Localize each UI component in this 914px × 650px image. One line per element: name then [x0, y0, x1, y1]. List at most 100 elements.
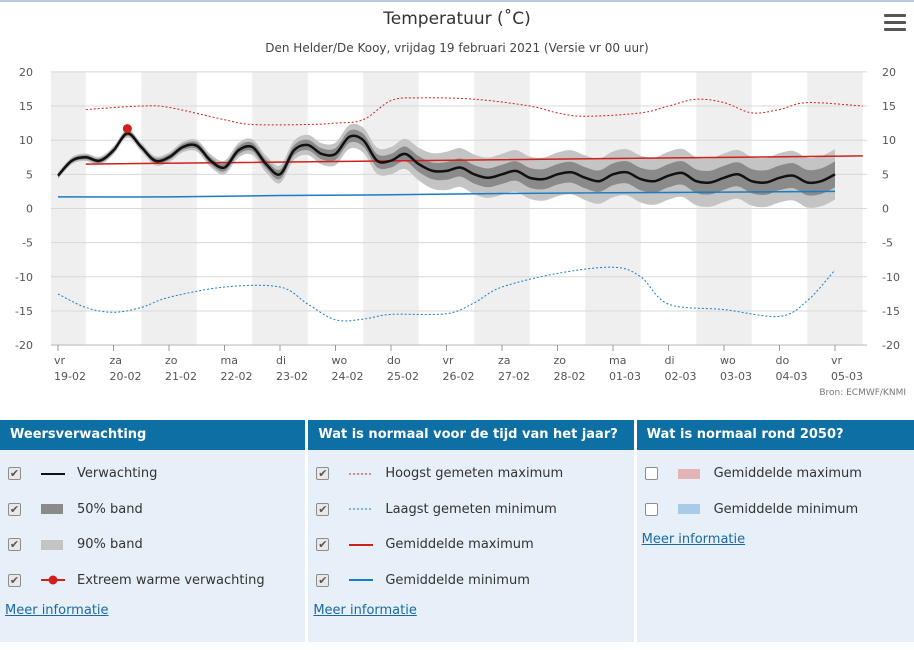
dotted-line-swatch-icon: [347, 503, 375, 515]
x-tick-day: di: [665, 354, 675, 367]
solid-line-swatch-icon: [347, 539, 375, 551]
y-tick-label-left: 20: [19, 66, 33, 79]
x-tick-day: za: [110, 354, 123, 367]
y-tick-label-left: 15: [19, 100, 33, 113]
legend-item[interactable]: ✔ Gemiddelde minimum: [308, 563, 633, 599]
legend-checkbox[interactable]: ✔: [8, 467, 21, 481]
chart-svg: Temperatuur (˚C) Den Helder/De Kooy, vrij…: [15, 8, 906, 398]
legend-checkbox[interactable]: ✔: [316, 573, 330, 587]
hamburger-menu-icon[interactable]: [884, 14, 906, 32]
legend-checkbox[interactable]: ✔: [8, 573, 21, 587]
x-tick-day: ma: [609, 354, 626, 367]
y-tick-label-left: 10: [19, 134, 33, 147]
legend-item[interactable]: ✔ Gemiddelde maximum: [308, 527, 633, 563]
chart-subtitle: Den Helder/De Kooy, vrijdag 19 februari …: [265, 41, 648, 55]
x-tick-day: zo: [165, 354, 178, 367]
x-tick-date: 25-02: [387, 370, 419, 383]
meer-informatie-link[interactable]: Meer informatie: [313, 603, 417, 618]
x-tick-day: vr: [831, 354, 843, 367]
y-tick-label-right: 20: [882, 66, 896, 79]
record-max-line: [85, 97, 863, 126]
x-tick-date: 22-02: [221, 370, 253, 383]
legend-item[interactable]: Gemiddelde minimum: [637, 492, 914, 528]
x-tick-day: za: [498, 354, 511, 367]
y-tick-label-right: 5: [882, 168, 889, 181]
y-tick-label-right: 10: [882, 134, 896, 147]
legend-item-label: Gemiddelde minimum: [713, 501, 859, 517]
legend-checkbox[interactable]: ✔: [316, 502, 330, 516]
legend-item-label: Gemiddelde maximum: [385, 537, 534, 553]
legend-item-label: 90% band: [77, 537, 143, 553]
legend-panel: Wat is normaal rond 2050? Gemiddelde maxi…: [636, 420, 914, 642]
x-tick-day: wo: [332, 354, 348, 367]
x-tick-day: di: [276, 354, 286, 367]
x-tick-date: 03-03: [720, 370, 752, 383]
mean-max-line: [85, 155, 863, 165]
legend-item-label: Gemiddelde minimum: [385, 572, 530, 588]
legend-checkbox[interactable]: ✔: [316, 467, 330, 481]
legend-item[interactable]: ✔ Laagst gemeten minimum: [308, 492, 633, 528]
legend-panel: Weersverwachting ✔ Verwachting ✔ 50% band ✔ 90…: [0, 420, 306, 642]
x-tick-day: do: [776, 354, 790, 367]
legend-checkbox[interactable]: ✔: [316, 538, 330, 552]
box-swatch-icon: [39, 539, 67, 551]
box-swatch-icon: [39, 503, 67, 515]
x-tick-day: vr: [54, 354, 66, 367]
x-tick-date: 04-03: [776, 370, 808, 383]
solid-line-swatch-icon: [347, 574, 375, 586]
meer-informatie-link[interactable]: Meer informatie: [641, 532, 746, 547]
y-tick-label-left: -15: [15, 305, 33, 318]
y-tick-label-left: -20: [15, 339, 33, 352]
temperature-chart: Temperatuur (˚C) Den Helder/De Kooy, vrij…: [15, 8, 906, 398]
box-swatch-icon: [676, 503, 704, 515]
legend-panel: Wat is normaal voor de tijd van het jaar…: [308, 420, 634, 642]
dot-line-swatch-icon: [39, 574, 67, 586]
x-tick-date: 05-03: [831, 370, 863, 383]
legend: Weersverwachting ✔ Verwachting ✔ 50% band ✔ 90…: [0, 420, 914, 642]
x-tick-date: 21-02: [165, 370, 197, 383]
legend-item-label: Laagst gemeten minimum: [385, 501, 557, 517]
record-min-line: [57, 266, 836, 322]
legend-item-label: Extreem warme verwachting: [77, 572, 265, 588]
solid-line-swatch-icon: [39, 468, 67, 480]
dotted-line-swatch-icon: [347, 468, 375, 480]
legend-item[interactable]: ✔ Extreem warme verwachting: [0, 563, 305, 599]
y-tick-label-left: 0: [26, 203, 33, 216]
y-tick-label-left: -5: [22, 237, 33, 250]
y-tick-label-left: 5: [26, 168, 33, 181]
legend-item-label: Hoogst gemeten maximum: [385, 466, 564, 482]
y-tick-label-right: -15: [882, 305, 900, 318]
x-tick-day: ma: [221, 354, 238, 367]
x-tick-date: 19-02: [54, 370, 86, 383]
forecast-line: [57, 132, 836, 185]
legend-item-label: 50% band: [77, 501, 143, 517]
x-tick-date: 02-03: [665, 370, 697, 383]
box-swatch-icon: [676, 468, 704, 480]
legend-item[interactable]: ✔ Verwachting: [0, 456, 305, 492]
legend-item[interactable]: ✔ Hoogst gemeten maximum: [308, 456, 633, 492]
x-tick-date: 26-02: [443, 370, 475, 383]
legend-panel-title: Wat is normaal rond 2050?: [636, 420, 914, 450]
source-credit: Bron: ECMWF/KNMI: [819, 388, 906, 398]
legend-checkbox[interactable]: ✔: [8, 502, 21, 516]
legend-item-label: Gemiddelde maximum: [713, 466, 862, 482]
legend-checkbox[interactable]: [644, 467, 658, 481]
legend-panel-title: Weersverwachting: [0, 420, 306, 450]
x-tick-day: do: [387, 354, 401, 367]
extreme-warm-point: [122, 124, 132, 134]
legend-checkbox[interactable]: ✔: [8, 538, 21, 552]
top-border: [0, 0, 914, 2]
legend-item[interactable]: ✔ 50% band: [0, 492, 305, 528]
legend-item[interactable]: ✔ 90% band: [0, 527, 305, 563]
chart-title: Temperatuur (˚C): [382, 8, 530, 29]
y-tick-label-right: -20: [882, 339, 900, 352]
meer-informatie-link[interactable]: Meer informatie: [5, 603, 109, 618]
x-tick-day: vr: [443, 354, 455, 367]
legend-checkbox[interactable]: [644, 502, 658, 516]
x-tick-date: 24-02: [332, 370, 364, 383]
legend-item[interactable]: Gemiddelde maximum: [637, 456, 914, 492]
x-tick-date: 20-02: [110, 370, 142, 383]
x-tick-date: 01-03: [609, 370, 641, 383]
y-tick-label-right: 15: [882, 100, 896, 113]
legend-panel-title: Wat is normaal voor de tijd van het jaar…: [308, 420, 634, 450]
